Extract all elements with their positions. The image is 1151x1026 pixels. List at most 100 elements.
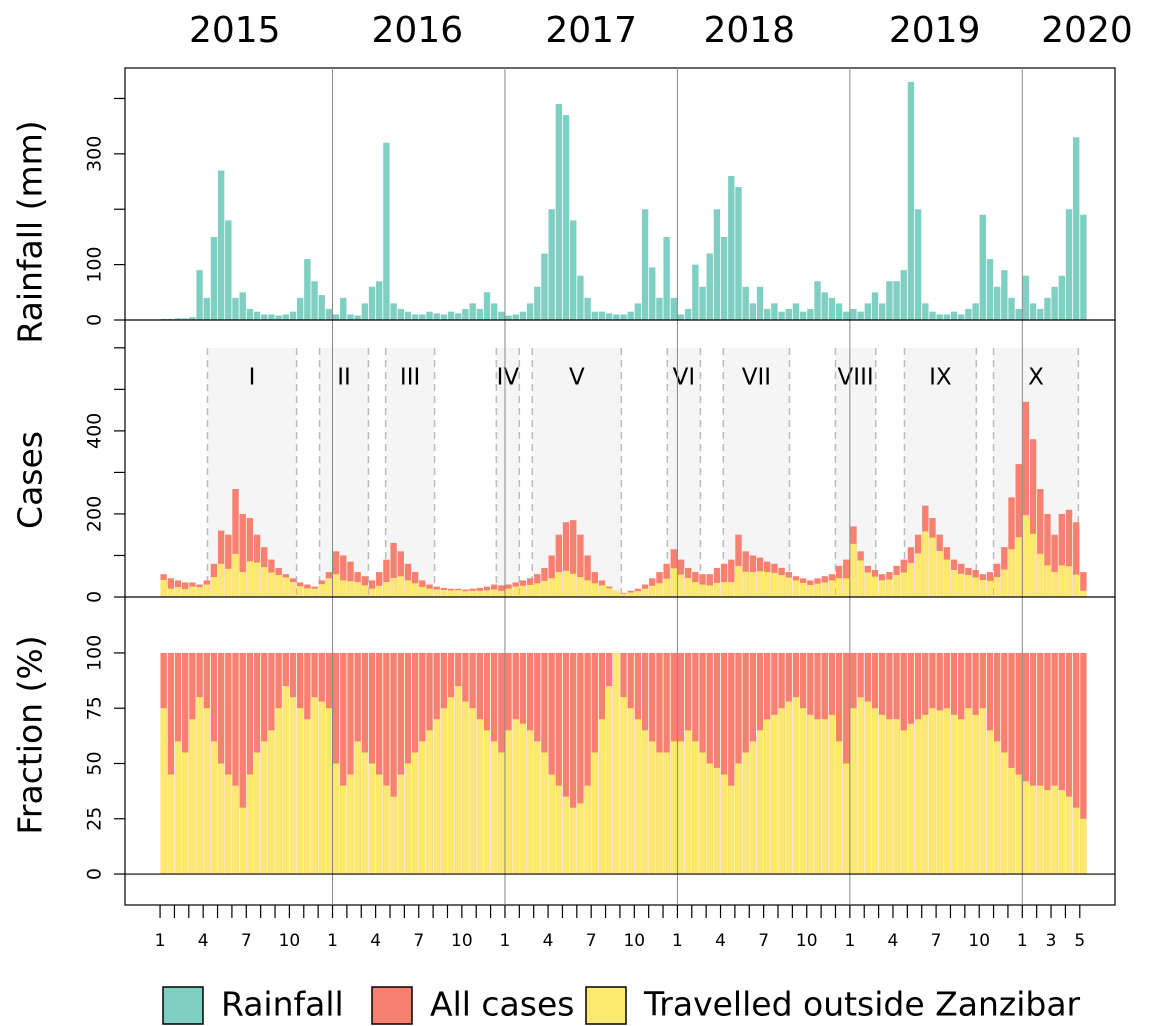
bar <box>447 590 455 597</box>
bar <box>713 652 721 875</box>
bar <box>562 652 570 875</box>
bar <box>1044 652 1051 875</box>
bar <box>433 313 440 320</box>
bar <box>570 220 577 320</box>
bar <box>742 286 749 320</box>
bar <box>455 686 462 875</box>
y-axis-title: Rainfall (mm) <box>11 120 50 343</box>
bar <box>562 522 570 597</box>
bar <box>1029 439 1037 597</box>
bar <box>253 311 261 320</box>
bar <box>541 752 548 875</box>
period-label: III <box>400 365 420 391</box>
bar <box>692 582 699 597</box>
bar <box>771 303 778 320</box>
bar <box>936 710 943 875</box>
bar <box>440 589 448 597</box>
bar <box>189 586 196 597</box>
bar <box>965 308 972 320</box>
bar <box>189 719 196 875</box>
bar <box>404 763 412 875</box>
bar <box>720 582 728 597</box>
bar <box>225 568 232 597</box>
bar <box>1022 275 1030 320</box>
bar <box>577 652 584 875</box>
bar <box>239 292 246 320</box>
bar <box>541 580 548 597</box>
bar <box>728 582 735 597</box>
bar <box>950 311 958 320</box>
bar <box>1015 308 1022 320</box>
bar <box>871 292 879 320</box>
bar <box>1073 137 1080 320</box>
bar <box>570 807 577 875</box>
bar <box>871 708 879 875</box>
bar <box>1015 464 1022 597</box>
bar <box>577 275 584 320</box>
bar <box>929 311 936 320</box>
bar <box>1022 652 1030 875</box>
bar <box>828 580 836 597</box>
bar <box>728 559 735 597</box>
bar <box>368 763 376 875</box>
bar <box>993 286 1001 320</box>
bar <box>728 652 735 875</box>
bar <box>677 574 685 597</box>
bar <box>1008 652 1015 875</box>
bar <box>217 652 225 875</box>
bar <box>1022 781 1030 875</box>
bar <box>433 589 440 597</box>
y-axis-title: Cases <box>11 431 50 529</box>
bar <box>239 807 246 875</box>
bar <box>958 573 965 597</box>
bar <box>512 586 519 597</box>
bar <box>972 303 979 320</box>
bar <box>634 591 642 597</box>
bar <box>361 585 369 597</box>
bar <box>670 297 678 320</box>
bar <box>282 314 290 320</box>
bar <box>182 752 189 875</box>
bar <box>447 697 455 875</box>
bar <box>483 292 491 320</box>
bar <box>182 318 189 320</box>
bar <box>584 555 591 597</box>
bar <box>196 270 203 320</box>
bar <box>332 574 340 597</box>
bar <box>879 714 886 875</box>
bar <box>598 311 606 320</box>
bar <box>217 763 225 875</box>
bar <box>1037 489 1044 597</box>
bar <box>677 741 685 875</box>
bar <box>907 723 915 875</box>
bar <box>807 308 814 320</box>
bar <box>390 652 397 875</box>
bar <box>900 730 907 875</box>
bar <box>383 652 390 875</box>
year-label: 2020 <box>1041 10 1133 51</box>
bar <box>577 534 584 597</box>
bar <box>210 741 218 875</box>
bar <box>713 767 721 875</box>
bar <box>498 590 505 597</box>
bar <box>203 708 210 875</box>
bar <box>332 763 340 875</box>
bar <box>1051 534 1058 597</box>
bar <box>749 741 757 875</box>
bar <box>562 570 570 597</box>
bar <box>404 652 412 875</box>
bar <box>799 311 807 320</box>
period-label: X <box>1028 365 1044 391</box>
bar <box>311 697 318 875</box>
bar <box>577 577 584 597</box>
y-tick-label: 100 <box>84 635 106 671</box>
x-tick-label: 1 <box>1017 931 1028 951</box>
bar <box>778 574 785 597</box>
bar <box>505 588 512 597</box>
bar <box>340 297 347 320</box>
bar <box>598 719 606 875</box>
x-tick-label: 4 <box>888 931 899 951</box>
bar <box>225 774 232 875</box>
bar <box>857 560 864 597</box>
bar <box>720 563 728 597</box>
